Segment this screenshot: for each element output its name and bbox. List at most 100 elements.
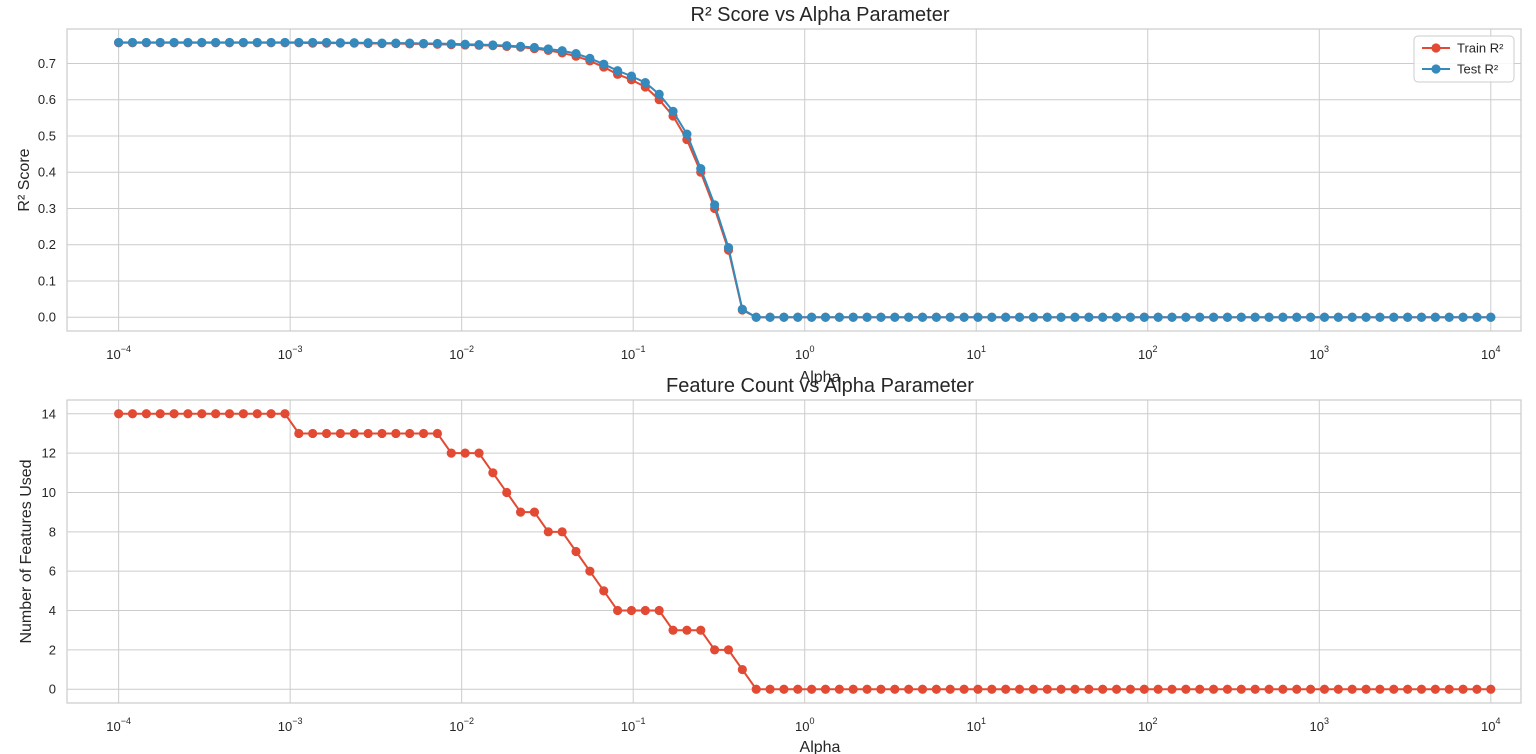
data-point: [474, 448, 484, 458]
y-tick-label: 12: [42, 446, 56, 461]
data-point: [155, 409, 165, 419]
data-point: [723, 645, 734, 655]
data-point: [1250, 312, 1260, 322]
data-point: [543, 44, 553, 54]
data-point: [114, 409, 124, 419]
data-point: [446, 39, 456, 49]
x-tick-label: 102: [1138, 344, 1157, 362]
data-point: [1472, 312, 1482, 322]
data-point: [585, 53, 595, 63]
legend-item: Test R²: [1422, 62, 1499, 77]
data-point: [571, 546, 581, 557]
data-point: [1125, 684, 1136, 694]
data-point: [141, 37, 151, 48]
data-point: [418, 38, 429, 49]
data-point: [1278, 684, 1288, 694]
data-point: [654, 89, 664, 99]
data-point: [793, 312, 803, 322]
x-tick-label: 10−3: [278, 344, 303, 362]
data-point: [224, 409, 235, 419]
data-point: [987, 312, 997, 322]
data-point: [1403, 312, 1413, 322]
data-point: [1084, 312, 1094, 322]
legend-swatch-marker: [1431, 43, 1441, 53]
legend-swatch-marker: [1431, 64, 1441, 74]
data-point: [1014, 312, 1025, 322]
data-point: [959, 312, 969, 322]
y-tick-label: 0: [49, 682, 56, 697]
data-point: [1222, 312, 1233, 322]
data-point: [127, 409, 138, 419]
data-point: [266, 409, 276, 419]
data-point: [723, 243, 734, 253]
y-tick-label: 0.7: [38, 56, 56, 71]
data-point: [931, 684, 941, 694]
data-point: [266, 37, 276, 48]
data-point: [1153, 312, 1163, 322]
y-tick-label: 8: [49, 524, 56, 539]
data-point: [391, 38, 401, 48]
data-point: [1403, 684, 1413, 694]
data-point: [834, 684, 844, 694]
series-test-r-: [114, 37, 1496, 322]
data-point: [1028, 684, 1039, 694]
data-point: [876, 312, 886, 322]
data-point: [682, 129, 692, 139]
series-line: [118, 412, 1491, 691]
y-tick-label: 0.3: [38, 201, 56, 216]
y-tick-label: 0.5: [38, 128, 56, 143]
data-point: [904, 312, 914, 322]
data-point: [1181, 684, 1191, 694]
data-point: [1070, 312, 1080, 322]
data-point: [1361, 312, 1371, 322]
y-tick-label: 10: [42, 485, 56, 500]
data-point: [779, 312, 789, 322]
data-point: [862, 312, 872, 322]
data-point: [1236, 312, 1246, 322]
data-point: [405, 38, 415, 48]
data-point: [751, 684, 761, 694]
chart-title: R² Score vs Alpha Parameter: [691, 4, 950, 26]
data-point: [904, 684, 914, 694]
data-point: [1167, 312, 1177, 322]
data-point: [1264, 684, 1274, 694]
data-point: [1001, 312, 1011, 322]
legend-item: Train R²: [1422, 41, 1504, 56]
data-point: [987, 684, 997, 694]
data-point: [1333, 684, 1343, 694]
data-point: [1306, 312, 1316, 322]
y-tick-label: 2: [49, 642, 56, 657]
y-tick-label: 0.1: [38, 273, 56, 288]
data-point: [1084, 684, 1094, 694]
data-point: [710, 200, 720, 210]
data-point: [820, 312, 831, 322]
data-point: [1139, 312, 1149, 322]
legend: Train R² Test R²: [1413, 35, 1515, 83]
data-point: [502, 41, 512, 51]
series-line: [118, 41, 1491, 319]
data-point: [1028, 312, 1039, 322]
data-point: [183, 37, 193, 48]
y-tick-label: 0.4: [38, 165, 56, 180]
data-point: [779, 684, 789, 694]
data-point: [308, 37, 318, 48]
x-tick-label: 104: [1481, 716, 1500, 734]
data-point: [1056, 312, 1066, 322]
feature-count-chart: 10−4 10−3 10−2 10−1 100 101 102 103 104 0 2 4 6 8 10 12…: [18, 375, 1522, 754]
data-point: [349, 428, 359, 439]
data-point: [682, 625, 692, 635]
data-point: [294, 428, 304, 439]
data-point: [252, 409, 262, 419]
data-point: [1389, 684, 1399, 694]
data-point: [294, 37, 304, 48]
data-point: [668, 106, 678, 116]
y-tick-label: 4: [49, 603, 56, 618]
data-point: [696, 163, 706, 174]
data-point: [529, 42, 540, 53]
data-point: [585, 566, 595, 576]
data-point: [363, 38, 373, 48]
data-point: [890, 684, 900, 694]
data-point: [1181, 312, 1191, 322]
data-point: [807, 684, 817, 694]
